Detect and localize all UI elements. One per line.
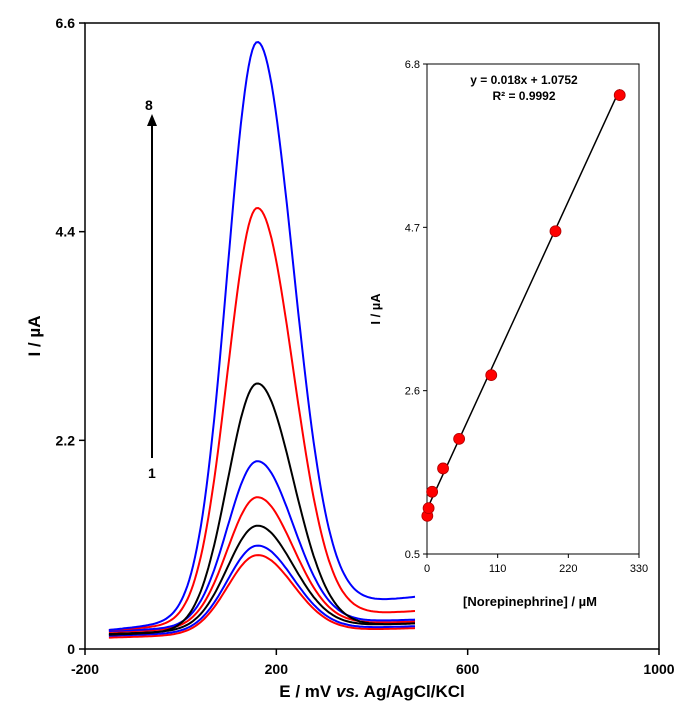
inset-axis-ticks: 0 110 220 330 0.5 2.6 4.7 6.8: [405, 59, 648, 575]
inset-y-tick-label: 0.5: [405, 549, 420, 561]
inset-data-point: [426, 485, 439, 498]
inset-data-point: [549, 225, 562, 238]
main-y-axis-title: I / µA: [25, 316, 44, 357]
inset-r-squared: R² = 0.9992: [492, 89, 555, 103]
x-title-part-1: E / mV: [279, 682, 336, 701]
inset-data-point: [613, 89, 626, 102]
voltammogram-curve: [108, 460, 416, 632]
inset-y-tick-label: 4.7: [405, 222, 420, 234]
y-tick-label: 0: [67, 641, 75, 657]
arrow-end-label: 8: [145, 97, 153, 113]
inset-data-point: [437, 462, 449, 475]
inset-x-tick-label: 110: [489, 563, 507, 575]
inset-data-point: [485, 369, 498, 382]
y-tick-label: 6.6: [56, 15, 76, 31]
voltammogram-curve: [108, 544, 416, 637]
x-tick-label: 200: [265, 661, 289, 677]
y-tick-label: 2.2: [56, 432, 76, 448]
voltammogram-curves: [108, 41, 416, 639]
inset-plot-area: [426, 63, 640, 555]
inset-y-tick-label: 6.8: [405, 59, 420, 71]
main-axis-ticks: -200 200 600 1000 0 2.2 4.4 6.6: [56, 15, 675, 677]
inset-calibration-plot: 0 110 220 330 0.5 2.6 4.7 6.8 y = 0.018x + 1.07…: [368, 59, 648, 609]
voltammogram-curve: [108, 206, 416, 631]
x-tick-label: -200: [71, 661, 99, 677]
arrow-start-label: 1: [148, 465, 156, 481]
main-x-axis-title: E / mV vs. Ag/AgCl/KCl: [279, 682, 464, 701]
inset-data-marks: [421, 88, 626, 522]
inset-data-point: [422, 502, 435, 515]
x-title-part-3: Ag/AgCl/KCl: [360, 682, 465, 701]
y-tick-label: 4.4: [56, 224, 76, 240]
x-title-part-2: vs.: [336, 682, 360, 701]
voltammogram-curve: [108, 382, 415, 636]
inset-x-tick-label: 220: [559, 563, 577, 575]
inset-x-axis-title: [Norepinephrine] / µM: [463, 594, 597, 609]
voltammogram-curve: [108, 554, 416, 639]
inset-equation: y = 0.018x + 1.0752: [470, 73, 578, 87]
x-tick-label: 600: [456, 661, 480, 677]
inset-y-axis-title: I / µA: [368, 293, 383, 325]
voltammogram-curve: [108, 41, 416, 631]
inset-y-tick-label: 2.6: [405, 386, 420, 398]
inset-x-tick-label: 0: [424, 563, 430, 575]
inset-data-point: [453, 432, 466, 445]
arrow-head: [147, 114, 157, 126]
x-tick-label: 1000: [643, 661, 674, 677]
concentration-arrow: 1 8: [145, 97, 157, 481]
inset-x-tick-label: 330: [630, 563, 648, 575]
